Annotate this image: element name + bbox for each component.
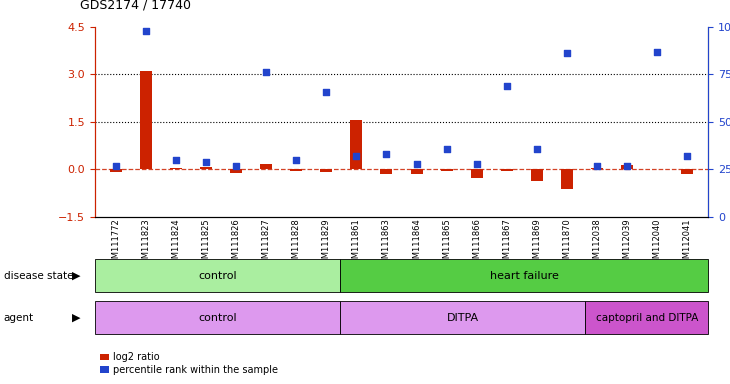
Bar [410,169,423,174]
Bar [95,301,340,334]
Bar [260,164,272,169]
Text: disease state: disease state [4,270,73,281]
Text: control: control [199,313,237,323]
Text: control: control [199,270,237,281]
Point [471,161,483,167]
Bar [380,169,393,174]
Point [350,153,362,159]
Bar [561,169,573,189]
Point [200,159,212,165]
Point [110,162,122,169]
Point [261,70,272,76]
Bar [591,168,603,169]
Text: ▶: ▶ [72,270,81,281]
Point [501,83,512,89]
Legend: log2 ratio, percentile rank within the sample: log2 ratio, percentile rank within the s… [100,353,278,375]
Point [140,28,152,34]
Point [681,153,693,159]
Bar [350,120,362,169]
Text: heart failure: heart failure [490,270,558,281]
Bar [291,169,302,171]
Text: agent: agent [4,313,34,323]
Bar [200,167,212,169]
Text: DITPA: DITPA [447,313,479,323]
Text: ▶: ▶ [72,313,81,323]
Point [651,48,663,55]
Bar [320,169,332,172]
Point [591,162,603,169]
Bar [471,169,483,178]
Point [291,157,302,163]
Bar [441,169,453,171]
Bar [110,169,122,172]
Text: GDS2174 / 17740: GDS2174 / 17740 [80,0,191,12]
Bar [170,168,182,169]
Bar [681,169,693,174]
Point [231,162,242,169]
Point [170,157,182,163]
Bar [501,169,512,171]
Bar [340,301,585,334]
Bar [340,259,708,292]
Bar [95,259,340,292]
Point [561,50,572,56]
Bar [621,166,633,169]
Point [441,146,453,152]
Point [621,162,633,169]
Text: captopril and DITPA: captopril and DITPA [596,313,698,323]
Point [411,161,423,167]
Bar [585,301,708,334]
Point [380,151,392,157]
Point [320,88,332,94]
Bar [230,169,242,173]
Bar [140,71,152,169]
Point [531,146,542,152]
Bar [531,169,543,182]
